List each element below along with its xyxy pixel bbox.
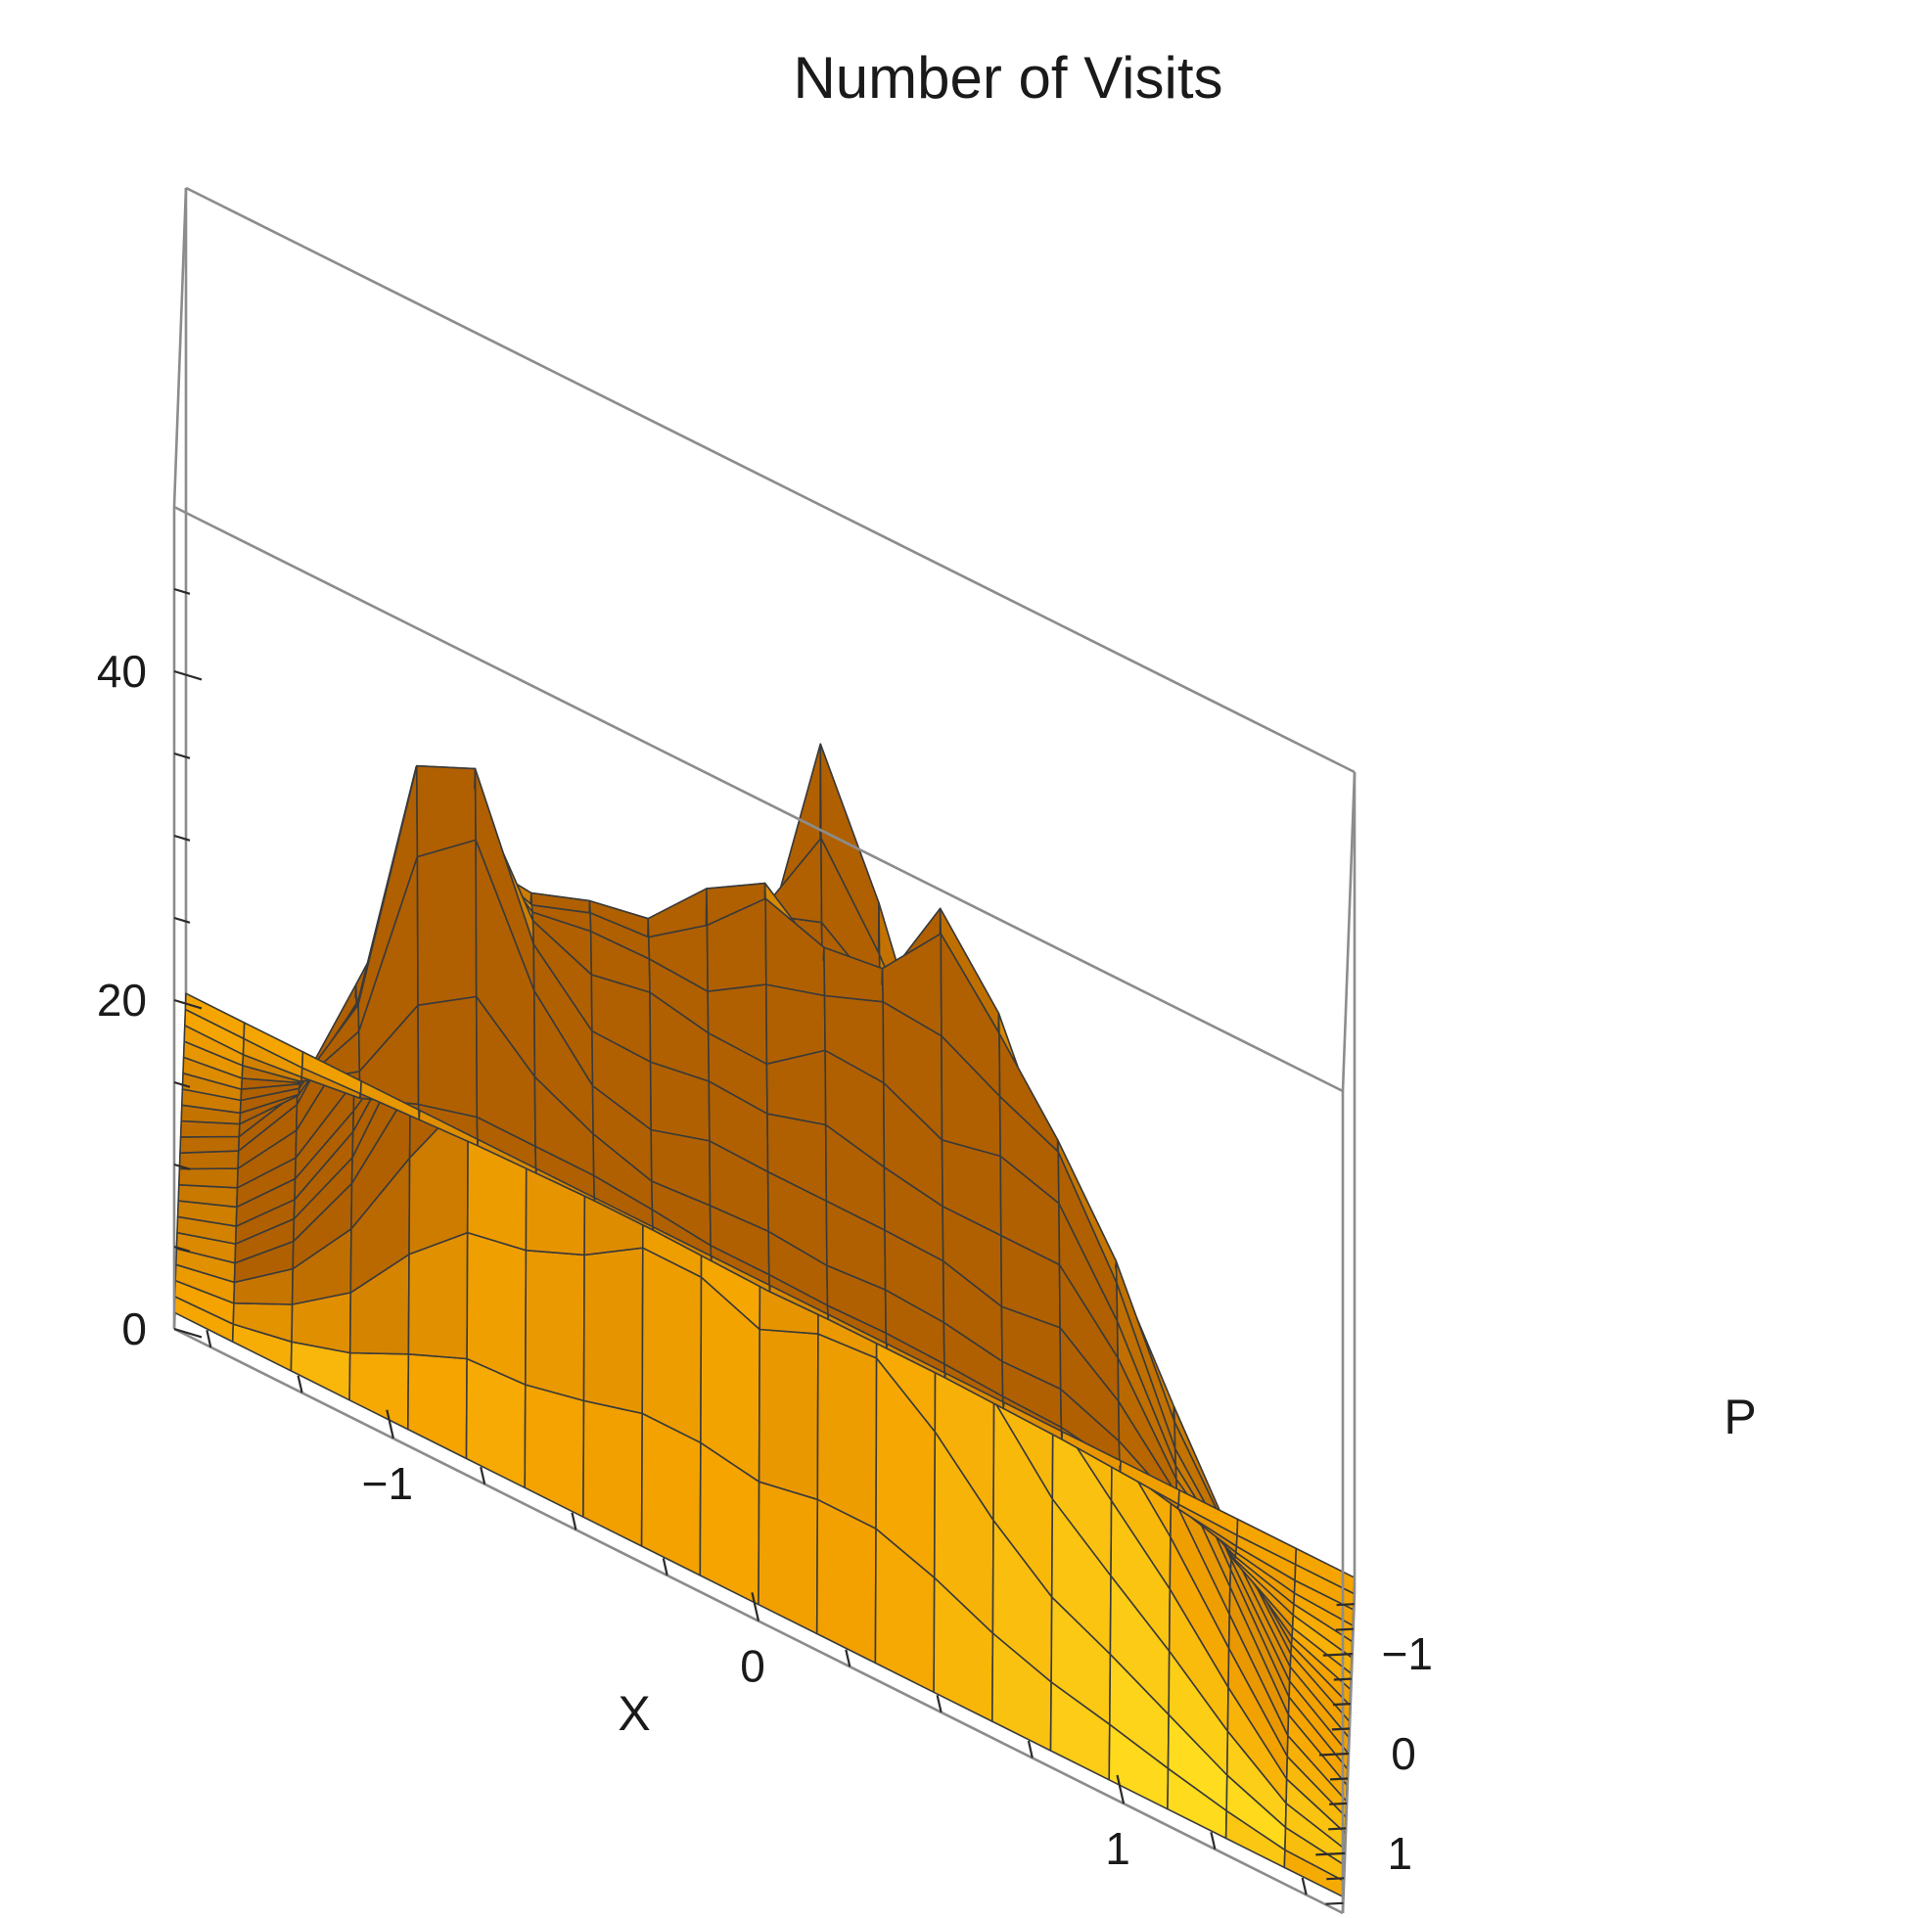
x-axis-tick (845, 1649, 851, 1667)
z-tick-label: 20 (97, 975, 147, 1026)
y-axis-tick (1335, 1627, 1354, 1631)
z-axis-tick (173, 1163, 191, 1170)
y-tick-label: 1 (1388, 1828, 1413, 1879)
y-axis-tick (1315, 1851, 1346, 1856)
x-axis-tick (297, 1375, 303, 1393)
y-axis-label: P (1724, 1390, 1756, 1444)
z-axis-tick (173, 669, 203, 681)
x-axis-tick (751, 1592, 760, 1621)
x-axis-tick (1027, 1740, 1034, 1758)
y-axis-tick (1328, 1827, 1347, 1831)
y-tick-label: 0 (1391, 1728, 1416, 1779)
surface-cell (416, 839, 478, 1007)
surface-cell (179, 1135, 241, 1154)
x-axis-tick (662, 1558, 668, 1576)
z-tick-label: 0 (121, 1303, 147, 1354)
y-axis-tick (1325, 1901, 1344, 1905)
surface-cell (758, 1481, 819, 1635)
box-edge (1341, 771, 1357, 1092)
surface-cell (641, 1247, 703, 1444)
x-axis-tick (386, 1409, 394, 1439)
surface-cell (524, 1249, 585, 1402)
surface-cell (816, 1333, 878, 1530)
surface-cell (765, 1049, 827, 1126)
surface-cell (582, 1399, 644, 1547)
bounding-box-front (172, 505, 1357, 1915)
x-tick-label: −1 (362, 1458, 413, 1509)
z-axis-tick (173, 916, 191, 924)
box-edge (172, 187, 188, 508)
surface-cell (582, 1247, 644, 1415)
z-axis-tick (173, 752, 191, 759)
surface-cell (348, 1351, 410, 1431)
surface-mesh (173, 743, 1356, 1897)
surface-cell (524, 1384, 585, 1518)
z-axis-tick (173, 834, 191, 842)
z-axis-tick (173, 998, 203, 1010)
chart-title: Number of Visits (793, 45, 1222, 111)
z-axis-tick (173, 1245, 191, 1253)
x-axis-tick (571, 1512, 577, 1530)
x-axis-tick (1301, 1877, 1308, 1895)
y-axis-tick (1331, 1727, 1350, 1731)
box-edge (185, 186, 1356, 774)
surface-cell (758, 1328, 819, 1501)
x-axis-tick (936, 1695, 943, 1713)
y-axis-tick (1330, 1777, 1349, 1781)
y-axis-tick (1322, 1653, 1353, 1657)
surface-cell (178, 1167, 239, 1189)
x-axis-tick (1116, 1774, 1126, 1804)
z-axis-tick (173, 1327, 203, 1339)
x-axis-tick (206, 1329, 212, 1347)
surface-cell (466, 1231, 528, 1386)
y-axis-tick (1318, 1752, 1350, 1757)
z-axis-tick (173, 587, 191, 595)
y-axis-tick (1326, 1877, 1345, 1881)
surface-cell (417, 995, 479, 1119)
x-axis-tick (480, 1466, 486, 1484)
x-tick-label: 0 (740, 1641, 765, 1692)
y-axis-tick (1333, 1677, 1352, 1681)
x-axis-tick (1210, 1831, 1217, 1850)
z-axis-tick (173, 1080, 191, 1088)
surface-cell (178, 1150, 240, 1170)
box-edge (173, 505, 1344, 1093)
y-tick-label: −1 (1382, 1628, 1433, 1679)
x-axis-label: X (618, 1686, 650, 1741)
z-tick-label: 40 (97, 646, 147, 697)
surface-cell (406, 1353, 468, 1460)
y-axis-tick (1336, 1603, 1355, 1607)
x-tick-label: 1 (1105, 1823, 1130, 1874)
y-axis-tick (1332, 1703, 1351, 1707)
